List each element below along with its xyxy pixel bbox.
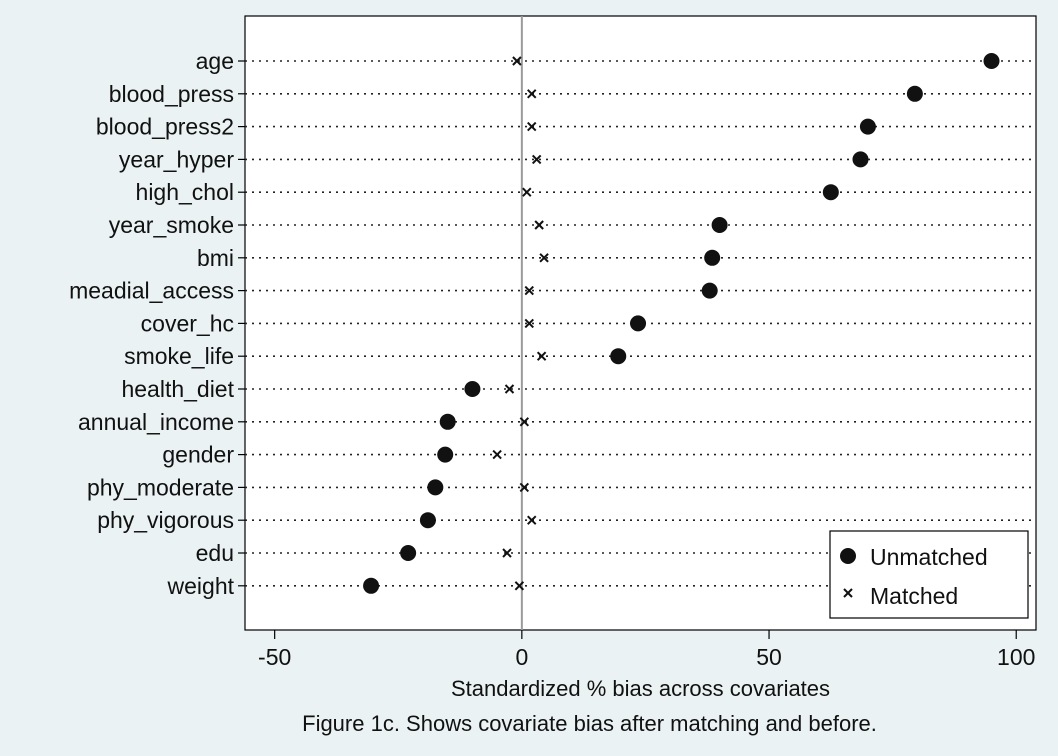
- x-stroke-b: [514, 581, 525, 591]
- matched-point-meadial_access: [524, 285, 534, 296]
- x-stroke-b: [512, 56, 522, 66]
- x-stroke-b: [534, 220, 544, 230]
- x-tick-label: 50: [756, 644, 782, 670]
- category-label: health_diet: [121, 376, 234, 402]
- x-stroke-b: [522, 187, 532, 197]
- unmatched-point-year_hyper: [852, 151, 869, 168]
- legend-unmatched-label: Unmatched: [870, 544, 988, 570]
- x-axis-title: Standardized % bias across covariates: [451, 676, 830, 701]
- category-label: phy_moderate: [87, 474, 234, 500]
- unmatched-point-phy_moderate: [427, 479, 444, 496]
- category-label: edu: [196, 540, 234, 566]
- x-stroke-b: [527, 515, 537, 525]
- category-label: blood_press: [109, 81, 234, 107]
- x-stroke-b: [492, 449, 502, 460]
- unmatched-point-bmi: [704, 249, 721, 266]
- unmatched-point-health_diet: [464, 381, 481, 397]
- matched-point-year_smoke: [534, 220, 544, 230]
- unmatched-point-high_chol: [822, 184, 839, 201]
- unmatched-point-smoke_life: [610, 348, 627, 365]
- x-stroke-b: [536, 351, 547, 361]
- unmatched-point-phy_vigorous: [419, 512, 436, 529]
- x-stroke-b: [531, 154, 542, 165]
- matched-point-cover_hc: [524, 318, 534, 329]
- category-label: age: [196, 48, 234, 74]
- matched-point-smoke_life: [536, 351, 547, 361]
- unmatched-point-annual_income: [439, 413, 456, 430]
- category-label: meadial_access: [69, 278, 234, 304]
- category-label: weight: [167, 573, 235, 599]
- legend-x-glyph: [843, 588, 853, 598]
- matched-point-edu: [502, 548, 512, 558]
- x-axis-ticks: -50 0 50 100: [258, 630, 1035, 670]
- category-label: bmi: [197, 245, 234, 271]
- unmatched-point-meadial_access: [701, 282, 718, 299]
- category-labels: age blood_press blood_press2 year_hyperhigh…: [69, 48, 235, 599]
- matched-point-phy_vigorous: [527, 515, 537, 525]
- matched-point-phy_moderate: [519, 482, 530, 493]
- category-label: year_smoke: [109, 212, 234, 238]
- matched-point-gender: [492, 449, 502, 460]
- x-stroke-b: [524, 285, 534, 296]
- x-stroke-b: [502, 548, 512, 558]
- matched-point-weight: [514, 581, 525, 591]
- x-tick-label: 0: [515, 644, 528, 670]
- x-tick-label: -50: [258, 644, 291, 670]
- matched-point-bmi: [539, 253, 549, 263]
- category-label: gender: [162, 442, 234, 468]
- category-label: blood_press2: [96, 114, 234, 140]
- x-stroke-b: [524, 318, 534, 329]
- x-stroke-b: [843, 588, 853, 598]
- matched-point-blood_press2: [527, 121, 537, 132]
- unmatched-point-edu: [400, 545, 417, 561]
- legend-unmatched-marker: [840, 548, 856, 564]
- category-label: smoke_life: [124, 343, 234, 369]
- unmatched-point-blood_press2: [859, 118, 876, 135]
- category-label: phy_vigorous: [97, 507, 234, 533]
- x-stroke-b: [539, 253, 549, 263]
- category-label: high_chol: [136, 179, 234, 205]
- legend-box: [829, 530, 1029, 619]
- matched-point-health_diet: [504, 384, 515, 394]
- legend-matched-marker: [843, 588, 853, 598]
- unmatched-point-age: [983, 53, 1000, 69]
- x-stroke-b: [519, 482, 530, 493]
- unmatched-point-year_smoke: [711, 217, 728, 233]
- x-stroke-b: [504, 384, 515, 394]
- matched-point-high_chol: [522, 187, 532, 197]
- matched-point-blood_press: [527, 89, 537, 99]
- unmatched-point-blood_press: [906, 85, 923, 102]
- legend: Unmatched Matched: [829, 530, 1029, 619]
- category-label: year_hyper: [119, 146, 234, 172]
- legend-matched-label: Matched: [870, 583, 958, 609]
- category-label: cover_hc: [141, 310, 234, 336]
- matched-markers: [492, 56, 549, 591]
- unmatched-markers: [363, 53, 1000, 594]
- unmatched-point-weight: [363, 577, 380, 594]
- matched-point-annual_income: [519, 417, 530, 427]
- x-stroke-b: [527, 89, 537, 99]
- x-tick-label: 100: [997, 644, 1035, 670]
- x-stroke-b: [519, 417, 530, 427]
- x-stroke-b: [527, 121, 537, 132]
- unmatched-point-gender: [437, 446, 454, 463]
- figure-caption: Figure 1c. Shows covariate bias after ma…: [302, 711, 877, 736]
- category-label: annual_income: [78, 409, 234, 435]
- matched-point-year_hyper: [531, 154, 542, 165]
- matched-point-age: [512, 56, 522, 66]
- unmatched-point-cover_hc: [630, 315, 647, 332]
